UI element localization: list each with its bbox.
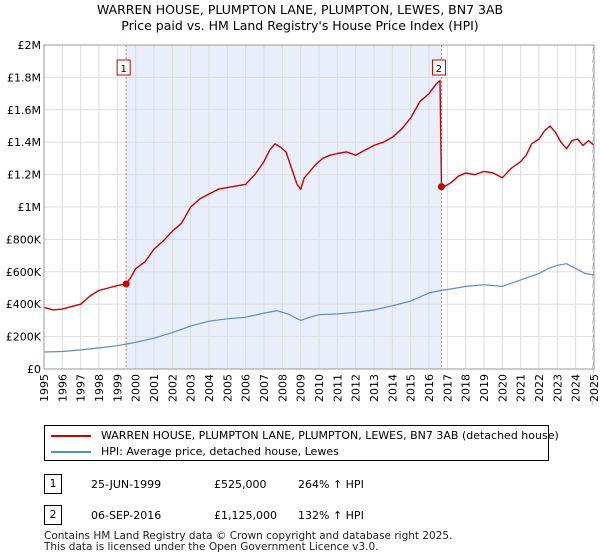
x-tick-label: 2010 — [313, 374, 326, 402]
sale-badge-1: 1 — [44, 474, 62, 494]
y-tick-label: £1M — [18, 201, 42, 214]
sale-label-2: 2 — [436, 64, 442, 75]
footer-licence: This data is licensed under the Open Gov… — [44, 541, 379, 553]
x-tick-label: 2003 — [185, 374, 198, 402]
x-tick-label: 1996 — [56, 374, 69, 402]
footer-copyright: Contains HM Land Registry data © Crown c… — [44, 530, 453, 542]
y-tick-label: £0 — [27, 363, 41, 376]
sale-label-box-2 — [431, 59, 446, 76]
sale-point-2 — [437, 183, 445, 191]
y-tick-label: £1.8M — [7, 71, 41, 84]
x-tick-label: 2022 — [533, 374, 546, 402]
sale-date-2: 06-SEP-2016 — [91, 509, 162, 522]
x-tick-label: 2006 — [240, 374, 253, 402]
x-tick-label: 2004 — [203, 374, 216, 402]
x-tick-label: 2016 — [423, 374, 436, 402]
sale-row-2: 2 06-SEP-2016 £1,125,000 132% ↑ HPI — [44, 505, 584, 525]
x-tick-label: 2000 — [130, 374, 143, 402]
chart-title-line2: Price paid vs. HM Land Registry's House … — [121, 18, 479, 33]
legend-label-property: WARREN HOUSE, PLUMPTON LANE, PLUMPTON, L… — [101, 429, 559, 442]
x-tick-label: 2014 — [386, 374, 399, 402]
x-tick-label: 1997 — [75, 374, 88, 402]
chart-legend: WARREN HOUSE, PLUMPTON LANE, PLUMPTON, L… — [44, 425, 559, 461]
sale-label-1: 1 — [120, 64, 126, 75]
sale-date-1: 25-JUN-1999 — [91, 478, 162, 491]
x-tick-label: 2005 — [221, 374, 234, 402]
x-tick-label: 2021 — [515, 374, 528, 402]
x-tick-label: 2024 — [570, 374, 583, 402]
forecast-hatch — [591, 377, 595, 388]
y-tick-label: £1.6M — [7, 104, 41, 117]
sale-label-box-1 — [116, 59, 131, 76]
x-tick-label: 2002 — [166, 374, 179, 402]
sale-badge-2: 2 — [44, 505, 62, 525]
x-tick-label: 2023 — [551, 374, 564, 402]
price-chart: 1 2 £0 £200K £400K £600K £800K £1M £1.2M £1.4M £1.… — [6, 39, 600, 406]
x-tick-label: 2001 — [148, 374, 161, 402]
x-tick-label: 2013 — [368, 374, 381, 402]
x-tick-label: 2015 — [405, 374, 418, 402]
sale-point-1 — [122, 280, 130, 288]
x-tick-label: 2025 — [588, 374, 600, 402]
x-tick-label: 1999 — [111, 374, 124, 402]
x-tick-label: 2007 — [258, 374, 271, 402]
forecast-hatch — [591, 395, 595, 406]
x-tick-label: 1995 — [38, 374, 51, 402]
forecast-hatch — [591, 368, 595, 379]
property-price-line — [43, 79, 595, 311]
legend-label-hpi: HPI: Average price, detached house, Lewe… — [101, 445, 339, 458]
sale-price-1: £525,000 — [214, 478, 267, 491]
y-tick-label: £600K — [6, 266, 42, 279]
sale-price-2: £1,125,000 — [214, 509, 277, 522]
y-tick-label: £2M — [18, 39, 42, 52]
hpi-line — [43, 263, 595, 353]
sale-hpi-2: 132% ↑ HPI — [298, 509, 364, 522]
x-tick-label: 2012 — [350, 374, 363, 402]
y-tick-label: £1.4M — [7, 136, 41, 149]
sale-hpi-1: 264% ↑ HPI — [298, 478, 364, 491]
chart-title-line1: WARREN HOUSE, PLUMPTON LANE, PLUMPTON, L… — [96, 2, 504, 17]
plot-frame — [43, 44, 595, 370]
x-tick-label: 2011 — [331, 374, 344, 402]
legend-swatch-hpi — [51, 451, 91, 453]
x-tick-label: 2020 — [496, 374, 509, 402]
x-tick-label: 2017 — [441, 374, 454, 402]
y-tick-label: £200K — [6, 331, 42, 344]
x-tick-label: 2018 — [460, 374, 473, 402]
y-tick-label: £400K — [6, 298, 42, 311]
sale-row-1: 1 25-JUN-1999 £525,000 264% ↑ HPI — [44, 474, 584, 494]
y-tick-label: £800K — [6, 233, 42, 246]
legend-swatch-property — [51, 435, 91, 437]
x-tick-label: 1998 — [93, 374, 106, 402]
x-tick-label: 2009 — [295, 374, 308, 402]
y-tick-label: £1.2M — [7, 169, 41, 182]
forecast-hatch — [591, 386, 595, 397]
x-tick-label: 2019 — [478, 374, 491, 402]
x-tick-label: 2008 — [276, 374, 289, 402]
